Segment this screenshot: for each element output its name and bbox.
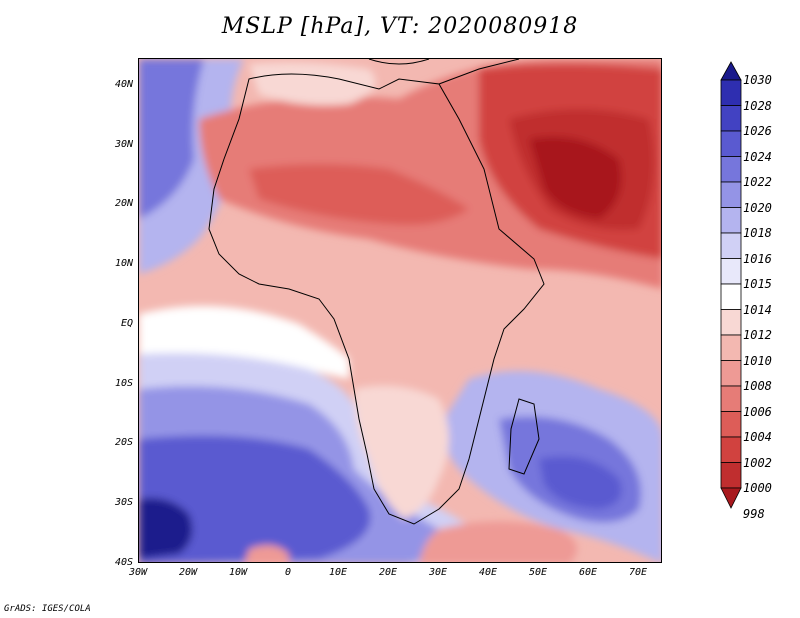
lat-label: 40N bbox=[114, 79, 133, 90]
lon-label: 20W bbox=[178, 567, 198, 578]
colorbar-box bbox=[720, 79, 742, 106]
lon-label: 50E bbox=[528, 567, 548, 578]
colorbar-level-label: 998 bbox=[743, 506, 765, 521]
colorbar-level-label: 1018 bbox=[743, 226, 772, 240]
lon-label: 10E bbox=[328, 567, 348, 578]
equatorial-1014-band bbox=[139, 306, 349, 379]
lon-label: 40E bbox=[478, 567, 498, 578]
colorbar-level-label: 1022 bbox=[743, 175, 772, 189]
colorbar-box bbox=[720, 181, 742, 208]
colorbar-top-triangle bbox=[720, 61, 742, 81]
colorbar-box bbox=[720, 232, 742, 259]
colorbar bbox=[720, 61, 742, 509]
colorbar-level-label: 1016 bbox=[743, 251, 772, 266]
lon-label: 70E bbox=[628, 567, 648, 578]
colorbar-level-label: 1015 bbox=[743, 277, 772, 291]
lon-label: 30E bbox=[428, 567, 448, 578]
madagascar-coastline bbox=[508, 398, 540, 475]
colorbar-box bbox=[720, 462, 742, 489]
lon-label: 0 bbox=[284, 567, 292, 578]
colorbar-level-label: 1008 bbox=[743, 379, 772, 393]
lon-label: 60E bbox=[578, 567, 598, 578]
colorbar-level-label: 1012 bbox=[743, 328, 772, 342]
colorbar-level-label: 1024 bbox=[743, 149, 772, 164]
map-panel bbox=[138, 58, 662, 563]
colorbar-box bbox=[720, 207, 742, 234]
colorbar-level-label: 1030 bbox=[743, 73, 772, 87]
lat-label: 40S bbox=[114, 557, 133, 568]
colorbar-box bbox=[720, 105, 742, 132]
colorbar-box bbox=[720, 436, 742, 463]
pressure-field bbox=[139, 59, 661, 562]
lon-label: 30W bbox=[128, 567, 148, 578]
lat-label: 20N bbox=[114, 198, 133, 209]
colorbar-level-label: 1028 bbox=[743, 98, 772, 113]
colorbar-level-label: 1010 bbox=[743, 353, 772, 368]
colorbar-box bbox=[720, 411, 742, 438]
credit-text: GrADS: IGES/COLA bbox=[4, 604, 91, 614]
colorbar-level-label: 1004 bbox=[743, 430, 772, 444]
lat-label: 30N bbox=[114, 139, 133, 150]
colorbar-level-label: 1026 bbox=[743, 124, 772, 138]
map-title: MSLP [hPa], VT: 2020080918 bbox=[221, 14, 579, 39]
lon-label: 10W bbox=[228, 567, 248, 578]
lat-label: 10S bbox=[114, 378, 133, 389]
colorbar-level-label: 1006 bbox=[743, 404, 772, 419]
colorbar-level-label: 1014 bbox=[743, 302, 772, 317]
colorbar-level-label: 1002 bbox=[743, 455, 772, 470]
colorbar-box bbox=[720, 334, 742, 361]
colorbar-box bbox=[720, 309, 742, 336]
africa-coastline bbox=[208, 73, 545, 525]
colorbar-box bbox=[720, 385, 742, 412]
colorbar-level-label: 1020 bbox=[743, 200, 772, 215]
lat-label: 10N bbox=[114, 258, 133, 269]
colorbar-box bbox=[720, 360, 742, 387]
colorbar-box bbox=[720, 156, 742, 183]
coastlines bbox=[208, 59, 545, 525]
lat-label: 30S bbox=[114, 497, 133, 508]
colorbar-box bbox=[720, 258, 742, 285]
lon-label: 20E bbox=[378, 567, 398, 578]
colorbar-box bbox=[720, 283, 742, 310]
colorbar-level-label: 1000 bbox=[743, 481, 772, 495]
lat-label: 20S bbox=[114, 437, 133, 448]
lat-label: EQ bbox=[120, 318, 133, 329]
colorbar-box bbox=[720, 130, 742, 157]
colorbar-bottom-triangle bbox=[720, 487, 742, 509]
